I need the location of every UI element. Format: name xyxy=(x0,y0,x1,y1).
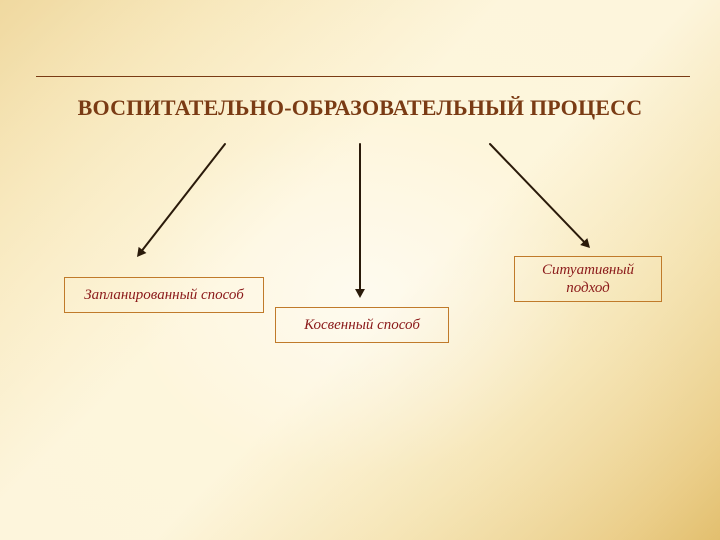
divider-rule xyxy=(36,76,690,77)
slide-canvas: ВОСПИТАТЕЛЬНО-ОБРАЗОВАТЕЛЬНЫЙ ПРОЦЕСС За… xyxy=(0,0,720,540)
node-indirect: Косвенный способ xyxy=(275,307,449,343)
slide-title: ВОСПИТАТЕЛЬНО-ОБРАЗОВАТЕЛЬНЫЙ ПРОЦЕСС xyxy=(0,95,720,121)
node-planned: Запланированный способ xyxy=(64,277,264,313)
node-label: Ситуативный подход xyxy=(521,261,655,297)
node-label: Косвенный способ xyxy=(304,316,420,334)
node-situational: Ситуативный подход xyxy=(514,256,662,302)
node-label: Запланированный способ xyxy=(84,286,244,304)
